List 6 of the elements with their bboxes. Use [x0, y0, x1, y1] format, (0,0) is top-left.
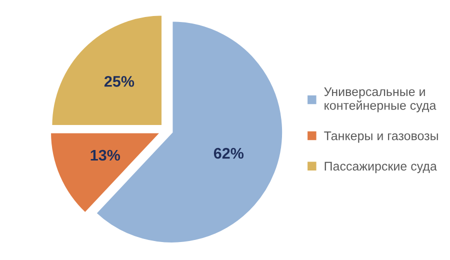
data-label: 62%	[214, 148, 244, 159]
data-label: 13%	[90, 150, 120, 161]
data-label: 25%	[104, 76, 134, 87]
legend-label: Универсальные и контейнерные суда	[324, 87, 436, 112]
legend-label: Танкеры и газовозы	[324, 131, 438, 143]
legend-label: Пассажирские суда	[324, 162, 437, 174]
